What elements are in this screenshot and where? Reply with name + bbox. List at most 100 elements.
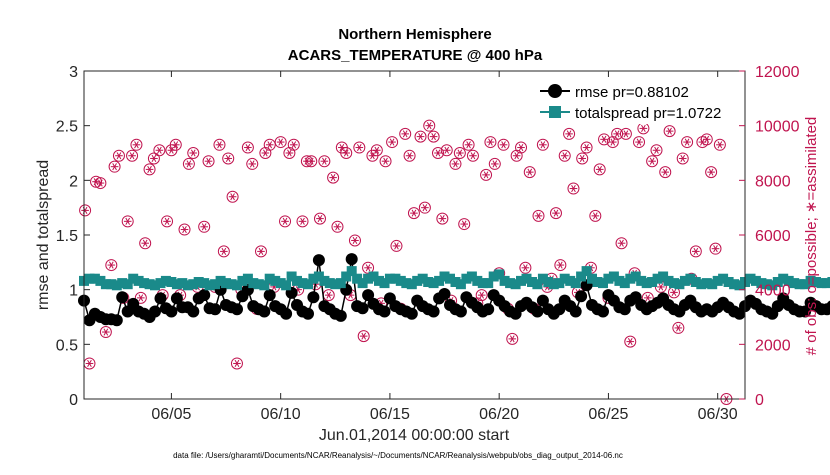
obs-point	[305, 155, 318, 168]
obs-point	[198, 220, 211, 233]
obs-point	[357, 330, 370, 343]
rmse-point	[231, 303, 243, 316]
rmse-point	[618, 303, 631, 316]
totalspread-point	[821, 278, 830, 289]
totalspread-point	[554, 278, 565, 289]
rmse-point	[312, 254, 325, 267]
obs-point	[213, 138, 226, 151]
obs-point	[230, 357, 243, 370]
obs-point	[659, 166, 672, 179]
totalspread-point	[625, 273, 636, 284]
obs-point	[466, 149, 479, 162]
left-tick-label: 0.5	[56, 337, 78, 354]
rmse-point	[356, 302, 369, 315]
totalspread-point	[641, 278, 652, 289]
totalspread-point	[374, 275, 384, 286]
totalspread-point	[286, 271, 297, 282]
obs-point	[549, 207, 562, 220]
totalspread-point	[750, 275, 761, 286]
obs-point	[589, 209, 602, 222]
totalspread-point	[150, 280, 160, 291]
totalspread-point	[581, 266, 592, 277]
obs-point	[370, 144, 383, 157]
totalspread-point	[84, 273, 95, 284]
totalspread-point	[100, 279, 111, 290]
totalspread-point	[800, 279, 811, 290]
obs-point	[83, 357, 96, 370]
obs-point	[619, 127, 632, 140]
totalspread-point	[199, 278, 210, 289]
obs-point	[462, 138, 475, 151]
totalspread-point	[128, 273, 139, 284]
totalspread-point	[723, 277, 734, 287]
totalspread-point	[357, 278, 368, 289]
totalspread-point	[368, 271, 379, 282]
obs-point	[130, 138, 143, 151]
obs-point	[713, 138, 726, 151]
totalspread-point	[428, 278, 439, 289]
obs-point	[353, 141, 366, 154]
obs-point	[536, 138, 549, 151]
obs-point	[593, 163, 606, 176]
obs-point	[423, 119, 436, 132]
obs-point	[523, 166, 536, 179]
obs-point	[709, 242, 722, 255]
totalspread-point	[341, 271, 352, 282]
rmse-point	[187, 305, 200, 318]
totalspread-point	[122, 279, 133, 290]
rmse-point	[258, 305, 271, 318]
obs-point	[427, 130, 440, 143]
totalspread-point	[494, 269, 505, 280]
totalspread-point	[679, 275, 690, 286]
totalspread-point	[281, 280, 292, 291]
obs-point	[475, 289, 488, 302]
obs-point	[449, 157, 462, 170]
obs-point	[580, 141, 593, 154]
obs-point	[705, 166, 718, 179]
totalspread-point	[259, 280, 270, 291]
totalspread-point	[89, 273, 100, 284]
totalspread-point	[483, 278, 494, 289]
rmse-series	[78, 253, 830, 327]
totalspread-point	[745, 273, 756, 284]
totalspread-point	[248, 278, 259, 289]
y-axis-label-right: # of obs: o=possible; ∗=assimilated	[803, 117, 820, 356]
totalspread-point	[324, 278, 335, 289]
totalspread-point	[215, 275, 226, 286]
obs-point	[453, 147, 466, 159]
totalspread-point	[783, 275, 794, 286]
obs-point	[576, 152, 589, 165]
totalspread-point	[292, 275, 302, 286]
obs-point	[414, 130, 427, 143]
rmse-point	[149, 305, 161, 318]
totalspread-point	[488, 271, 499, 282]
totalspread-point	[445, 273, 455, 284]
rmse-point	[531, 305, 544, 318]
obs-point	[134, 291, 147, 304]
totalspread-point	[423, 277, 434, 287]
rmse-point	[569, 305, 582, 318]
rmse-point	[165, 305, 178, 318]
obs-point	[554, 259, 567, 272]
obs-point	[403, 149, 416, 162]
left-tick-label: 2.5	[56, 119, 78, 136]
totalspread-point	[303, 279, 313, 290]
obs-point	[169, 138, 182, 151]
obs-point	[563, 127, 576, 140]
obs-point	[94, 177, 107, 190]
obs-point	[331, 220, 344, 233]
totalspread-point	[543, 277, 554, 287]
totalspread-point	[669, 278, 679, 289]
totalspread-point	[778, 273, 789, 284]
totalspread-point	[685, 273, 696, 284]
obs-point	[340, 147, 353, 159]
right-tick-label: 4000	[755, 283, 791, 300]
obs-point	[99, 326, 112, 339]
totalspread-point	[537, 273, 548, 284]
obs-point	[386, 136, 399, 149]
rmse-point	[110, 314, 123, 327]
observations-layer	[79, 119, 733, 405]
totalspread-point	[690, 277, 701, 287]
obs-point	[202, 155, 215, 168]
obs-point	[287, 138, 300, 151]
